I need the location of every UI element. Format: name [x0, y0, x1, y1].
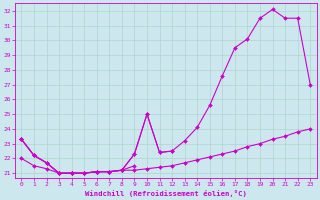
X-axis label: Windchill (Refroidissement éolien,°C): Windchill (Refroidissement éolien,°C) — [85, 190, 247, 197]
